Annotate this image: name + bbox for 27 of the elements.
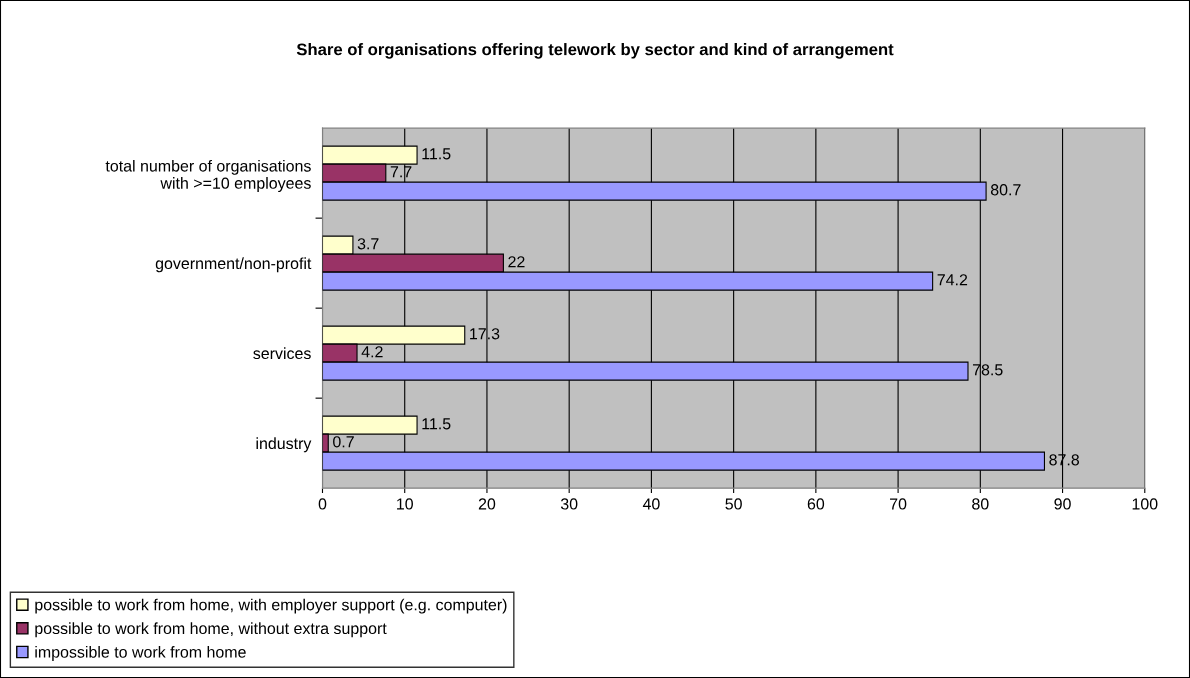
data-label: 11.5: [422, 418, 451, 430]
data-label: 4.2: [361, 346, 383, 358]
y-tick-label: industry: [256, 437, 312, 453]
x-tick-label: 30: [560, 498, 578, 510]
data-label: 0.7: [333, 436, 354, 448]
chart-title: Share of organisations offering telework by sector and kind of arrangement: [296, 43, 894, 59]
legend-label: impossible to work from home: [35, 646, 246, 661]
x-tick-label: 80: [972, 498, 989, 510]
x-tick-label: 60: [807, 498, 825, 510]
x-tick-label: 20: [478, 498, 496, 510]
data-label: 11.5: [422, 148, 451, 160]
legend-label: possible to work from home, without extra support: [35, 622, 387, 638]
y-tick-label: services: [253, 347, 311, 360]
x-tick-label: 100: [1132, 498, 1158, 510]
data-label: 22: [508, 256, 525, 268]
x-tick-label: 40: [642, 498, 660, 510]
data-label: 74.2: [937, 274, 968, 286]
y-tick-label: government/non-profit: [155, 257, 312, 273]
x-tick-label: 90: [1054, 498, 1071, 510]
x-tick-label: 10: [397, 498, 413, 510]
data-label: 3.7: [357, 238, 379, 250]
x-tick-label: 0: [318, 498, 327, 510]
y-tick-label: total number of organisations with >=10 employees: [105, 159, 311, 193]
data-label: 80.7: [990, 184, 1021, 196]
legend-label: possible to work from home, with employer support (e.g. computer): [35, 598, 507, 614]
x-tick-label: 70: [890, 498, 907, 510]
x-tick-label: 50: [725, 498, 742, 510]
